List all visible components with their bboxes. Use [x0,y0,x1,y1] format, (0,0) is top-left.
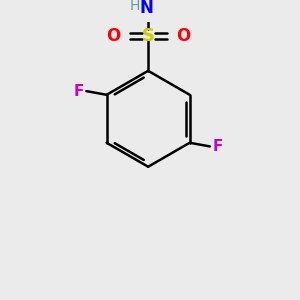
Text: O: O [106,27,121,45]
Text: F: F [213,139,223,154]
Text: N: N [140,0,153,17]
Text: O: O [176,27,190,45]
Text: H: H [130,0,140,13]
Text: S: S [142,27,155,45]
Text: F: F [73,84,84,99]
